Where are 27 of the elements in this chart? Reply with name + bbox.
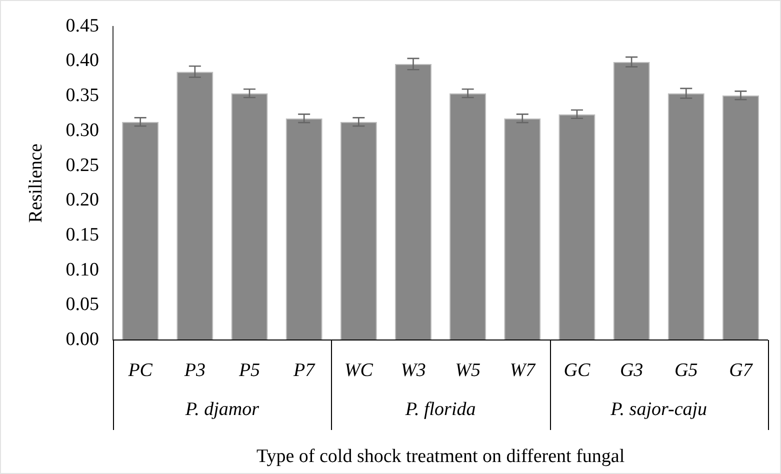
x-axis-title: Type of cold shock treatment on different fungal <box>256 446 625 467</box>
text: P. sajor-caju <box>610 399 708 420</box>
y-tick-label: 0.00 <box>66 328 100 350</box>
x-tick-label: P3 <box>183 360 206 381</box>
y-tick-label: 0.45 <box>66 15 100 36</box>
text: P. florida <box>404 399 476 420</box>
x-tick-label: P7 <box>292 360 316 381</box>
y-tick-label: 0.15 <box>66 224 100 246</box>
x-tick-label: W3 <box>400 360 426 381</box>
y-tick-label: 0.35 <box>66 85 100 106</box>
x-tick-label: PC <box>127 360 153 381</box>
y-tick-label: 0.10 <box>66 259 100 280</box>
y-tick-label: 0.30 <box>66 120 100 141</box>
y-tick-label: 0.40 <box>66 50 100 72</box>
y-axis-title: Resilience <box>25 144 46 223</box>
x-tick-label: W7 <box>510 360 537 381</box>
text: P. djamor <box>184 399 260 420</box>
x-tick-label: G7 <box>729 360 754 381</box>
y-tick-label: 0.25 <box>66 154 100 176</box>
x-tick-label: WC <box>344 360 374 381</box>
y-tick-label: 0.05 <box>66 294 100 316</box>
x-tick-label: G3 <box>620 360 644 381</box>
x-tick-label: P5 <box>238 360 260 381</box>
y-tick-label: 0.20 <box>66 190 100 211</box>
x-tick-label: GC <box>564 360 590 381</box>
x-tick-label: W5 <box>455 360 480 381</box>
x-tick-label: G5 <box>674 360 698 381</box>
